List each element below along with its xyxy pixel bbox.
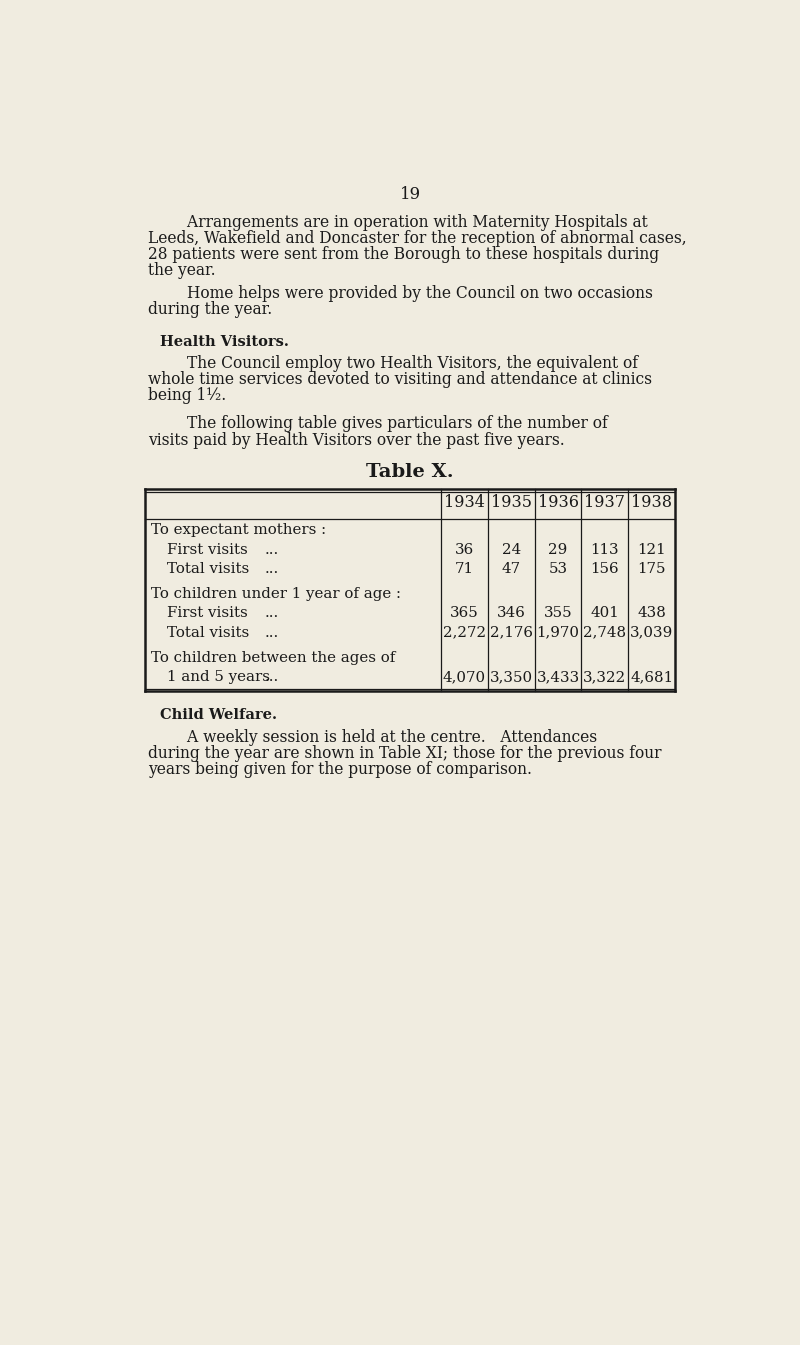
- Text: ...: ...: [265, 607, 279, 620]
- Text: 1 and 5 years: 1 and 5 years: [166, 670, 270, 685]
- Text: 28 patients were sent from the Borough to these hospitals during: 28 patients were sent from the Borough t…: [148, 246, 659, 264]
- Text: being 1½.: being 1½.: [148, 387, 226, 404]
- Text: First visits: First visits: [166, 607, 247, 620]
- Text: 53: 53: [549, 562, 567, 576]
- Text: 36: 36: [454, 542, 474, 557]
- Text: The Council employ two Health Visitors, the equivalent of: The Council employ two Health Visitors, …: [148, 355, 638, 371]
- Text: Table X.: Table X.: [366, 463, 454, 482]
- Text: 2,748: 2,748: [583, 625, 626, 640]
- Text: 3,039: 3,039: [630, 625, 674, 640]
- Text: 1934: 1934: [444, 494, 485, 511]
- Text: years being given for the purpose of comparison.: years being given for the purpose of com…: [148, 761, 532, 779]
- Text: 3,322: 3,322: [583, 670, 626, 685]
- Text: First visits: First visits: [166, 542, 247, 557]
- Text: 3,350: 3,350: [490, 670, 533, 685]
- Text: the year.: the year.: [148, 262, 216, 280]
- Text: 1935: 1935: [490, 494, 532, 511]
- Text: 4,070: 4,070: [443, 670, 486, 685]
- Text: ...: ...: [265, 625, 279, 640]
- Text: 1936: 1936: [538, 494, 578, 511]
- Text: The following table gives particulars of the number of: The following table gives particulars of…: [148, 416, 608, 433]
- Text: during the year are shown in Table XI; those for the previous four: during the year are shown in Table XI; t…: [148, 745, 662, 763]
- Text: 71: 71: [455, 562, 474, 576]
- Text: during the year.: during the year.: [148, 301, 272, 317]
- Text: 2,176: 2,176: [490, 625, 533, 640]
- Text: A weekly session is held at the centre.   Attendances: A weekly session is held at the centre. …: [148, 729, 597, 746]
- Text: ...: ...: [265, 670, 279, 685]
- Text: To children under 1 year of age :: To children under 1 year of age :: [151, 588, 401, 601]
- Text: 1,970: 1,970: [537, 625, 579, 640]
- Text: Total visits: Total visits: [166, 562, 249, 576]
- Text: 1938: 1938: [631, 494, 672, 511]
- Text: Child Welfare.: Child Welfare.: [160, 707, 277, 722]
- Text: 2,272: 2,272: [443, 625, 486, 640]
- Text: 346: 346: [497, 607, 526, 620]
- Text: 3,433: 3,433: [537, 670, 580, 685]
- Text: To children between the ages of: To children between the ages of: [151, 651, 395, 666]
- Text: ...: ...: [265, 562, 279, 576]
- Text: 438: 438: [638, 607, 666, 620]
- Text: 4,681: 4,681: [630, 670, 674, 685]
- Text: 156: 156: [590, 562, 619, 576]
- Text: 29: 29: [549, 542, 568, 557]
- Text: Health Visitors.: Health Visitors.: [160, 335, 289, 350]
- Text: 113: 113: [590, 542, 619, 557]
- Text: 1937: 1937: [584, 494, 626, 511]
- Text: 365: 365: [450, 607, 478, 620]
- Text: To expectant mothers :: To expectant mothers :: [151, 523, 326, 537]
- Text: 355: 355: [544, 607, 572, 620]
- Text: 19: 19: [399, 186, 421, 203]
- Text: Arrangements are in operation with Maternity Hospitals at: Arrangements are in operation with Mater…: [148, 214, 648, 231]
- Text: 175: 175: [638, 562, 666, 576]
- Text: 47: 47: [502, 562, 521, 576]
- Text: whole time services devoted to visiting and attendance at clinics: whole time services devoted to visiting …: [148, 371, 652, 387]
- Text: visits paid by Health Visitors over the past five years.: visits paid by Health Visitors over the …: [148, 432, 565, 449]
- Text: ...: ...: [265, 542, 279, 557]
- Text: 401: 401: [590, 607, 619, 620]
- Text: 24: 24: [502, 542, 521, 557]
- Text: Total visits: Total visits: [166, 625, 249, 640]
- Text: 121: 121: [638, 542, 666, 557]
- Text: Leeds, Wakefield and Doncaster for the reception of abnormal cases,: Leeds, Wakefield and Doncaster for the r…: [148, 230, 686, 247]
- Text: Home helps were provided by the Council on two occasions: Home helps were provided by the Council …: [148, 285, 653, 301]
